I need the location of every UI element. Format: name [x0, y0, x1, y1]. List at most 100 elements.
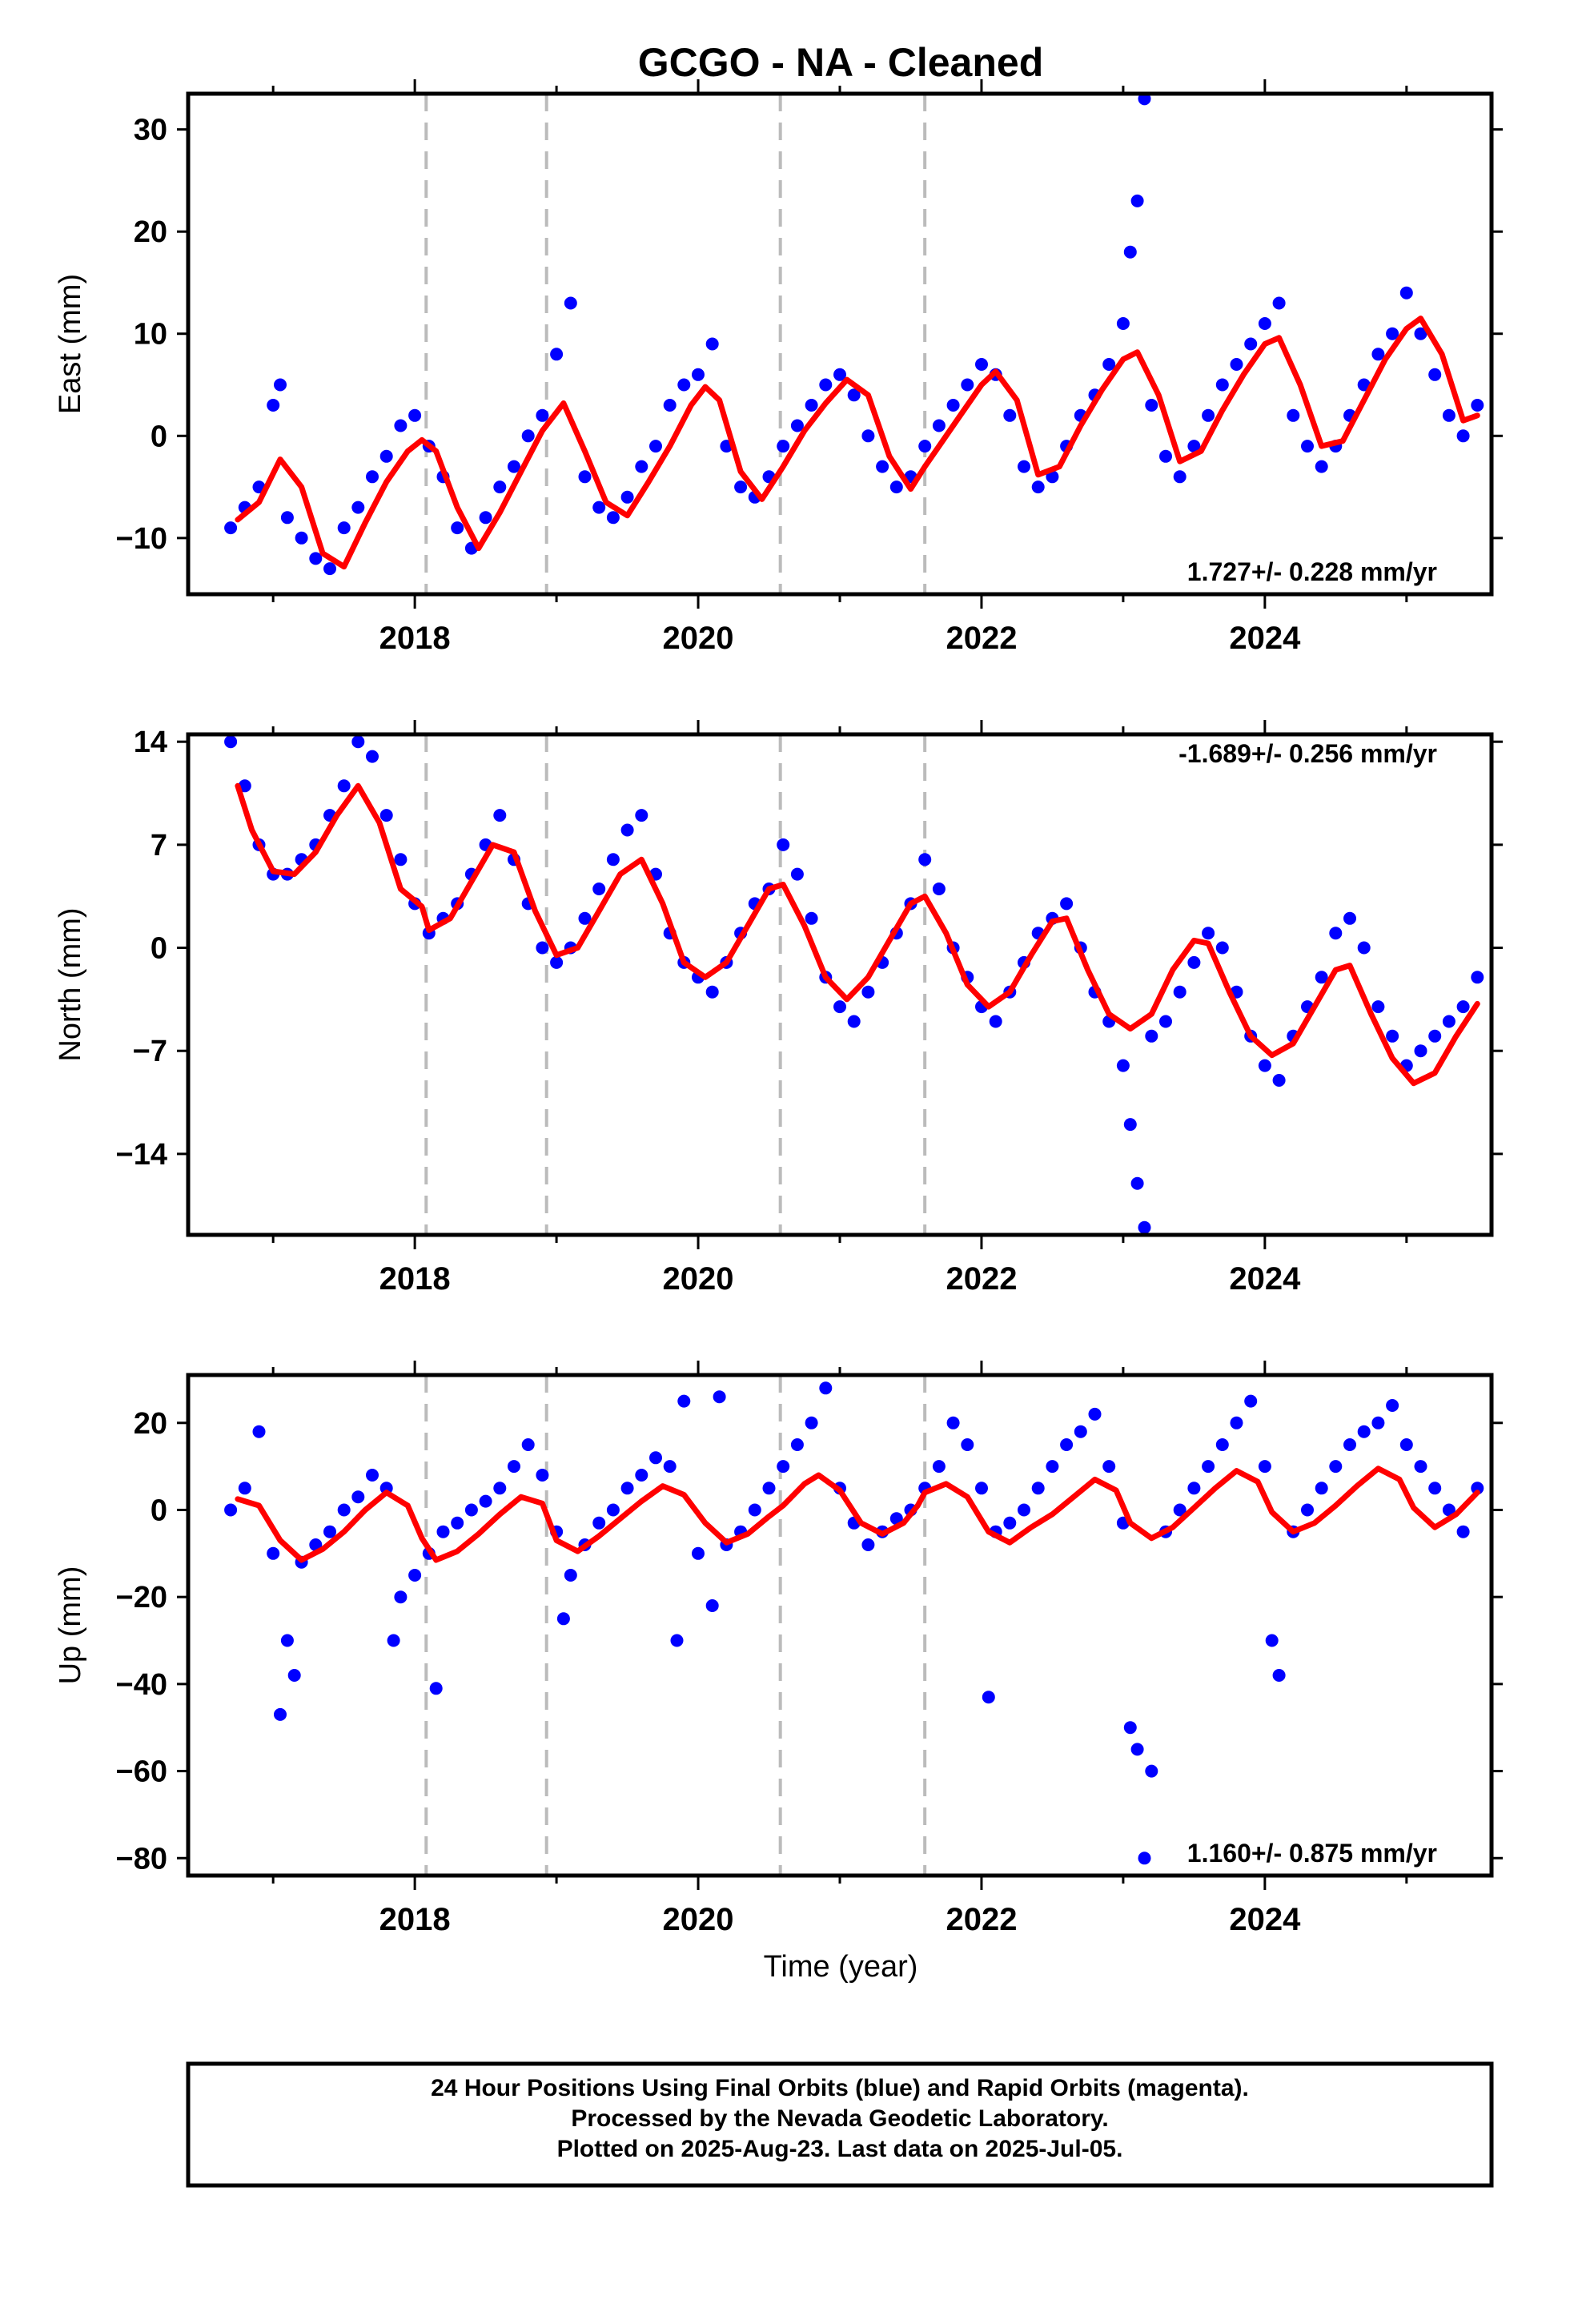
data-point [1202, 927, 1215, 940]
data-point [394, 1590, 408, 1604]
data-point [536, 408, 549, 422]
y-tick-label: 14 [134, 726, 167, 759]
data-point [1371, 1000, 1385, 1014]
data-point [713, 1390, 726, 1404]
data-point [1046, 470, 1059, 484]
data-point [295, 531, 308, 545]
x-tick-label: 2022 [946, 621, 1017, 656]
y-tick-label: 30 [134, 114, 167, 147]
data-point [790, 867, 804, 881]
y-tick-label: −7 [133, 1035, 167, 1068]
data-point [663, 1460, 677, 1474]
data-point [1138, 1852, 1151, 1865]
data-point [1102, 358, 1116, 371]
data-point [663, 399, 677, 412]
data-point [1031, 480, 1045, 494]
data-point [1471, 1482, 1484, 1495]
data-point [536, 941, 549, 955]
data-point [918, 440, 932, 453]
data-point [550, 955, 564, 969]
data-point [366, 1469, 379, 1482]
data-point [1442, 408, 1456, 422]
data-point [833, 368, 846, 381]
data-point [1215, 378, 1229, 392]
data-point [1159, 1015, 1172, 1028]
y-tick-label: 0 [151, 1494, 167, 1527]
data-point [379, 809, 393, 822]
data-point [790, 419, 804, 432]
footer-line-1: 24 Hour Positions Using Final Orbits (bl… [431, 2075, 1249, 2101]
data-point [1414, 1460, 1427, 1474]
data-point [1386, 1399, 1399, 1412]
data-point [1258, 1059, 1271, 1072]
data-point [309, 552, 323, 565]
data-point [1301, 1503, 1314, 1517]
y-axis-label: Up (mm) [54, 1566, 87, 1685]
data-point [777, 1460, 790, 1474]
data-point [1287, 408, 1300, 422]
data-point [748, 1503, 761, 1517]
data-point [280, 511, 294, 525]
data-point [1187, 440, 1201, 453]
data-point [1301, 440, 1314, 453]
data-point [252, 1425, 266, 1438]
data-point [1116, 317, 1130, 330]
data-point [1230, 1416, 1243, 1429]
y-tick-label: −60 [116, 1755, 167, 1789]
data-point [1046, 1460, 1059, 1474]
data-point [705, 1599, 719, 1612]
data-point [1138, 1220, 1151, 1234]
data-point [918, 853, 932, 866]
data-point [224, 735, 238, 749]
data-point [451, 521, 464, 535]
rate-annotation: 1.727+/- 0.228 mm/yr [1187, 557, 1437, 586]
data-point [705, 985, 719, 999]
data-point [564, 1569, 577, 1582]
data-point [1265, 1634, 1279, 1647]
model-fit-line [235, 1466, 1480, 1563]
data-point [1329, 1460, 1343, 1474]
data-point [734, 480, 748, 494]
data-point [777, 838, 790, 851]
data-point [989, 1015, 1002, 1028]
x-tick-label: 2020 [663, 1261, 734, 1297]
model-fit-line [235, 782, 1480, 1087]
data-point [1060, 1438, 1074, 1451]
data-point [1399, 1438, 1413, 1451]
data-point [1343, 911, 1356, 925]
data-point [387, 1634, 400, 1647]
data-point [323, 1525, 336, 1538]
y-tick-label: −40 [116, 1668, 167, 1702]
up-panel: 2018 2020 2022 2024 20 0 −20 −40 −60 −80 Up (mm) 1.… [54, 1361, 1503, 1937]
east-panel: 2018 2020 2022 2024 30 20 10 0 −10 East (mm) 1.727… [54, 79, 1503, 656]
data-point [861, 1538, 875, 1551]
data-point [578, 911, 592, 925]
data-point [1456, 429, 1470, 443]
data-point [508, 1460, 520, 1474]
data-point [1116, 1059, 1130, 1072]
x-tick-label: 2022 [946, 1902, 1017, 1937]
data-point [1244, 1394, 1258, 1408]
y-tick-label: 7 [151, 829, 167, 862]
data-point [1159, 449, 1172, 463]
footer-box: 24 Hour Positions Using Final Orbits (bl… [186, 2061, 1494, 2188]
data-point [592, 883, 606, 895]
data-point [861, 985, 875, 999]
data-point [847, 388, 861, 402]
data-point [961, 378, 974, 392]
y-tick-label: −80 [116, 1842, 167, 1876]
data-point [436, 1525, 450, 1538]
data-point [975, 1482, 988, 1495]
data-point [620, 823, 634, 837]
data-point [578, 470, 592, 484]
data-point [1399, 286, 1413, 300]
data-point [1428, 1029, 1442, 1043]
data-point [932, 1460, 946, 1474]
data-point [1357, 1425, 1371, 1438]
data-point [451, 1516, 464, 1530]
data-point [493, 809, 507, 822]
data-point [224, 1503, 238, 1517]
data-point [1386, 1029, 1399, 1043]
data-point [606, 853, 620, 866]
data-point [592, 1516, 606, 1530]
